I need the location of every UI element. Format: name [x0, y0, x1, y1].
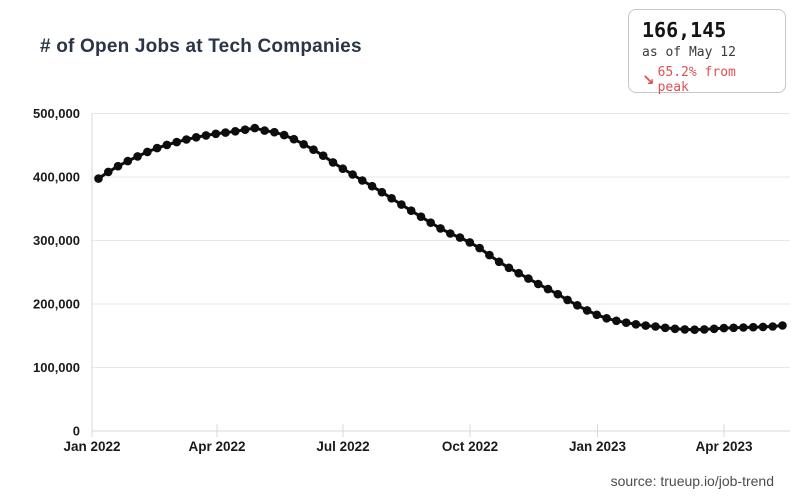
data-point-marker [602, 314, 611, 323]
data-point-marker [201, 131, 211, 140]
data-point-marker [758, 322, 768, 332]
data-point-marker [514, 268, 523, 278]
data-point-marker [231, 127, 240, 136]
data-point-marker [748, 322, 758, 332]
chart-title: # of Open Jobs at Tech Companies [40, 36, 362, 57]
data-point-marker [133, 152, 142, 161]
data-point-marker [182, 135, 191, 144]
data-point-marker [191, 133, 201, 142]
data-point-marker [573, 301, 582, 310]
data-point-marker [211, 129, 221, 139]
x-axis-tick-label: Jan 2023 [569, 439, 627, 454]
data-point-marker [475, 243, 484, 253]
data-point-marker [533, 279, 543, 289]
data-point-marker [651, 322, 660, 331]
data-point-marker [358, 176, 367, 185]
data-point-marker [309, 145, 318, 154]
data-point-marker [348, 170, 357, 179]
data-point-marker [240, 125, 250, 134]
y-axis-tick-label: 100,000 [33, 360, 80, 375]
data-point-marker [250, 123, 260, 133]
data-point-marker [680, 325, 690, 334]
data-point-marker [338, 164, 348, 173]
data-point-marker [700, 325, 709, 334]
data-point-marker [524, 274, 533, 283]
data-point-marker [729, 323, 738, 333]
data-point-marker [719, 323, 729, 333]
data-point-marker [436, 224, 445, 233]
data-point-marker [563, 295, 572, 305]
y-axis-tick-label: 500,000 [33, 106, 80, 121]
data-point-marker [221, 128, 230, 137]
y-axis-tick-label: 0 [73, 424, 80, 439]
x-axis-tick-label: Jan 2022 [63, 439, 120, 454]
current-value: 166,145 [642, 18, 727, 42]
data-point-marker [621, 318, 631, 328]
data-point-marker [377, 187, 387, 197]
data-point-marker [612, 316, 621, 326]
data-point-marker [104, 167, 113, 177]
data-point-marker [582, 306, 592, 315]
change-from-peak: ↘ 65.2% from peak [642, 65, 773, 95]
data-point-marker [143, 147, 152, 157]
source-attribution: source: trueup.io/job-trend [610, 473, 774, 489]
data-point-marker [123, 156, 133, 166]
data-point-marker [768, 322, 777, 331]
data-point-marker [162, 140, 172, 150]
data-point-marker [592, 310, 602, 320]
data-point-marker [504, 263, 514, 273]
data-point-marker [279, 130, 289, 140]
data-point-marker [631, 320, 641, 329]
x-axis-tick-label: Jul 2022 [316, 439, 369, 454]
data-point-marker [367, 181, 377, 191]
data-point-marker [152, 143, 162, 153]
y-axis-tick-label: 300,000 [33, 233, 80, 248]
down-trend-arrow-icon: ↘ [642, 71, 655, 89]
data-point-marker [494, 257, 504, 267]
data-point-marker [778, 321, 787, 330]
data-point-marker [709, 324, 719, 334]
data-point-marker [641, 321, 650, 330]
data-point-marker [406, 206, 416, 215]
x-axis-tick-label: Apr 2023 [695, 439, 753, 454]
data-point-marker [739, 323, 748, 332]
data-point-marker [426, 218, 436, 227]
data-point-marker [397, 200, 406, 209]
data-point-marker [387, 194, 396, 203]
data-point-marker [318, 151, 328, 160]
data-point-marker [690, 325, 699, 335]
x-axis-tick-label: Oct 2022 [442, 439, 498, 454]
x-axis-tick-label: Apr 2022 [188, 439, 245, 454]
data-point-marker [328, 158, 338, 167]
change-from-peak-label: 65.2% from peak [657, 65, 736, 95]
data-point-marker [446, 229, 455, 238]
data-point-marker [289, 134, 299, 144]
data-point-marker [543, 284, 553, 294]
data-point-marker [260, 126, 269, 135]
data-point-marker [660, 323, 670, 333]
data-point-marker [94, 174, 103, 183]
current-value-date: as of May 12 [642, 45, 736, 60]
data-point-marker [485, 250, 494, 260]
data-point-marker [299, 140, 309, 149]
data-point-marker [465, 238, 475, 247]
data-point-marker [416, 212, 426, 221]
data-point-marker [455, 233, 465, 242]
data-point-marker [670, 324, 680, 334]
data-point-marker [553, 289, 563, 299]
current-value-card: 166,145 as of May 12 ↘ 65.2% from peak [628, 9, 786, 95]
data-point-marker [270, 127, 279, 137]
y-axis-tick-label: 400,000 [33, 170, 80, 185]
data-point-marker [113, 161, 123, 171]
data-point-marker [172, 137, 181, 147]
y-axis-tick-label: 200,000 [33, 297, 80, 312]
